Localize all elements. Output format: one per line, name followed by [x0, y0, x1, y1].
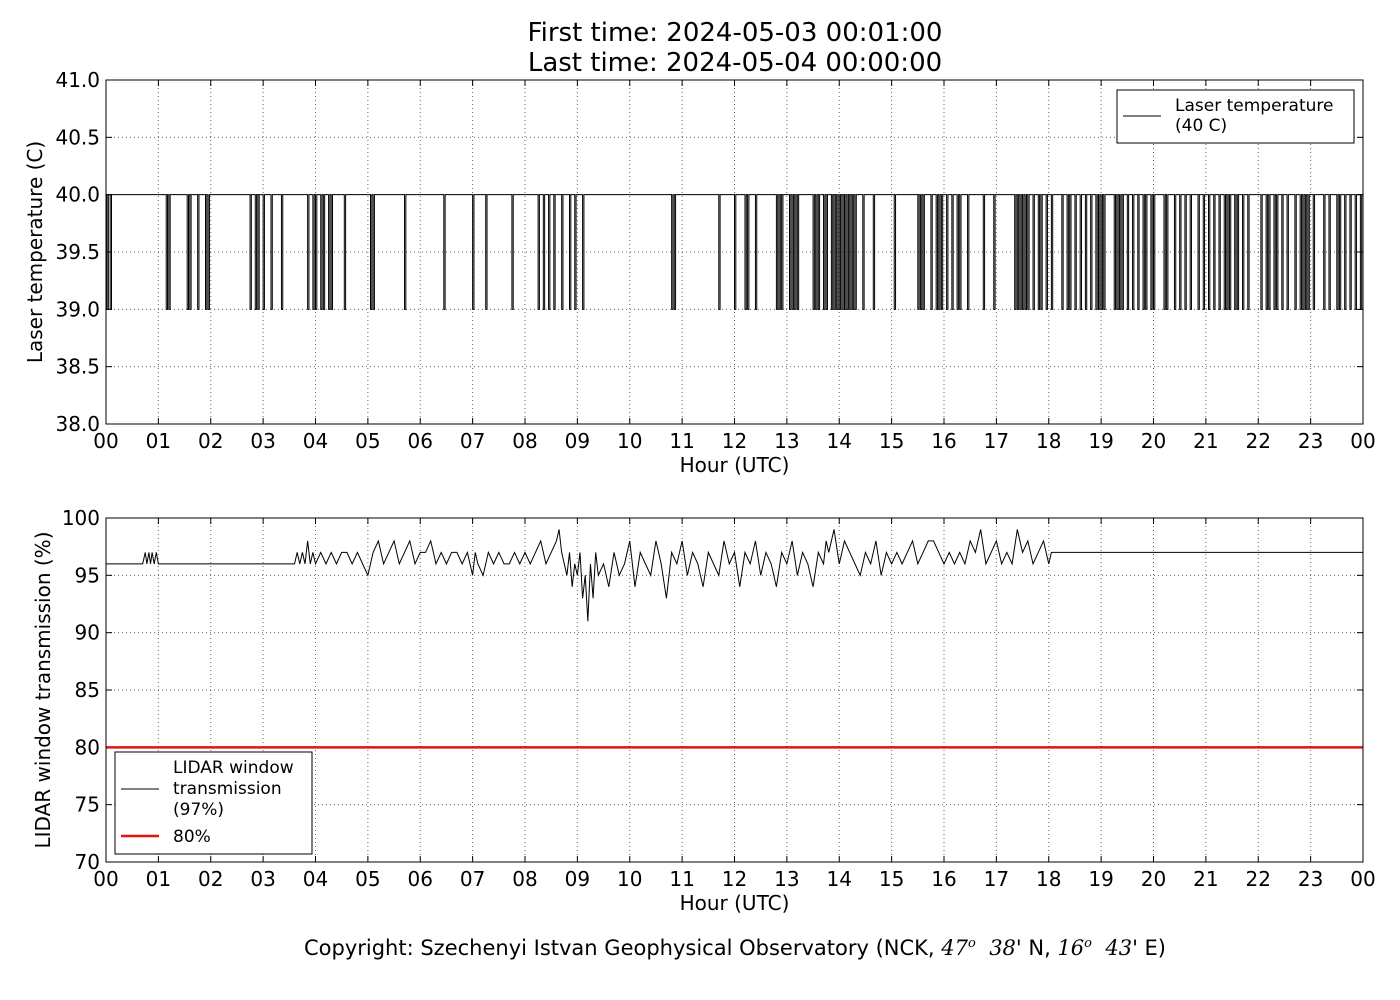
- plot-frame: [105, 79, 1364, 425]
- x-tick-label: 00: [93, 867, 118, 891]
- longitude-suffix: ' E): [1132, 936, 1167, 960]
- x-tick-label: 07: [460, 429, 485, 453]
- x-tick-label: 01: [146, 429, 171, 453]
- x-tick-label: 02: [198, 429, 223, 453]
- longitude-degree-sign: o: [1084, 936, 1092, 951]
- series-line-laser-temperature: [106, 194, 1363, 310]
- y-tick-label: 70: [75, 850, 100, 874]
- x-tick-label: 01: [146, 867, 171, 891]
- x-tick-label: 21: [1193, 429, 1218, 453]
- copyright-text: Copyright: Szechenyi Istvan Geophysical …: [0, 936, 1400, 960]
- x-tick-label: 11: [669, 429, 694, 453]
- x-tick-label: 19: [1088, 867, 1113, 891]
- latitude-minutes: 38: [989, 936, 1016, 960]
- x-tick-label: 00: [1350, 429, 1375, 453]
- x-tick-label: 12: [722, 429, 747, 453]
- chart-title-line-2: Last time: 2024-05-04 00:00:00: [527, 48, 943, 78]
- series-group: [106, 194, 1363, 310]
- x-tick-label: 11: [669, 867, 694, 891]
- x-tick-label: 06: [408, 867, 433, 891]
- y-tick-label: 85: [75, 678, 100, 702]
- x-tick-label: 19: [1088, 429, 1113, 453]
- chart-panel-1: 00 01 02 03 04 05 06 07 08 09 10 11 12 13 14 15 16 17 18 19…: [23, 68, 1376, 477]
- x-tick-label: 23: [1298, 429, 1323, 453]
- series-group: [106, 529, 1363, 749]
- y-tick-label: 90: [75, 621, 100, 645]
- x-tick-label: 03: [250, 429, 275, 453]
- x-tick-label: 08: [512, 429, 537, 453]
- x-tick-label: 03: [250, 867, 275, 891]
- y-tick-label: 100: [62, 506, 100, 530]
- x-tick-label: 21: [1193, 867, 1218, 891]
- x-tick-label: 22: [1246, 867, 1271, 891]
- legend: Laser temperature(40 C): [1116, 89, 1355, 144]
- latitude-suffix: ' N,: [1015, 936, 1058, 960]
- x-tick-label: 00: [93, 429, 118, 453]
- x-tick-label: 17: [984, 867, 1009, 891]
- legend-label-lidar-transmission: LIDAR window: [173, 758, 294, 778]
- y-tick-label: 41.0: [55, 68, 100, 92]
- x-tick-label: 10: [617, 867, 642, 891]
- x-tick-label: 14: [827, 867, 852, 891]
- y-tick-label: 40.5: [55, 125, 100, 149]
- y-tick-label: 39.0: [55, 297, 100, 321]
- latitude-degree-sign: o: [968, 936, 976, 951]
- series-line-lidar-transmission: [106, 529, 1363, 622]
- x-tick-label: 16: [931, 429, 956, 453]
- x-tick-label: 10: [617, 429, 642, 453]
- longitude-degrees: 16: [1057, 936, 1085, 960]
- x-tick-label: 22: [1246, 429, 1271, 453]
- chart-title-line-1: First time: 2024-05-03 00:01:00: [527, 18, 943, 48]
- x-tick-label: 14: [827, 429, 852, 453]
- x-tick-label: 05: [355, 867, 380, 891]
- x-tick-label: 05: [355, 429, 380, 453]
- x-tick-label: 16: [931, 867, 956, 891]
- copyright-prefix: Copyright: Szechenyi Istvan Geophysical …: [303, 936, 942, 960]
- legend-label-laser-temperature: (40 C): [1175, 116, 1227, 136]
- legend-label-lidar-transmission: (97%): [173, 800, 224, 820]
- x-axis-label: Hour (UTC): [680, 891, 790, 915]
- legend-label-laser-temperature: Laser temperature: [1175, 96, 1333, 116]
- x-tick-label: 17: [984, 429, 1009, 453]
- y-tick-label: 38.5: [55, 355, 100, 379]
- longitude-minutes: 43: [1105, 936, 1133, 960]
- y-tick-label: 80: [75, 735, 100, 759]
- x-tick-label: 09: [565, 867, 590, 891]
- y-tick-label: 40.0: [55, 183, 100, 207]
- legend-label-lidar-transmission: transmission: [173, 779, 282, 799]
- x-tick-label: 07: [460, 867, 485, 891]
- x-tick-label: 02: [198, 867, 223, 891]
- x-tick-label: 23: [1298, 867, 1323, 891]
- x-tick-label: 18: [1036, 429, 1061, 453]
- x-tick-label: 12: [722, 867, 747, 891]
- latitude-degrees: 47: [941, 936, 968, 960]
- x-tick-label: 00: [1350, 867, 1375, 891]
- y-tick-label: 95: [75, 563, 100, 587]
- x-tick-label: 18: [1036, 867, 1061, 891]
- y-axis-label: LIDAR window transmission (%): [31, 532, 55, 849]
- legend-label-80-percent: 80%: [173, 827, 211, 847]
- x-axis-label: Hour (UTC): [680, 453, 790, 477]
- x-tick-label: 15: [879, 429, 904, 453]
- y-tick-label: 38.0: [55, 412, 100, 436]
- y-tick-label: 75: [75, 793, 100, 817]
- x-tick-label: 15: [879, 867, 904, 891]
- x-tick-label: 04: [303, 867, 328, 891]
- x-tick-label: 13: [774, 429, 799, 453]
- x-tick-label: 09: [565, 429, 590, 453]
- x-tick-label: 04: [303, 429, 328, 453]
- x-tick-label: 08: [512, 867, 537, 891]
- chart-panel-2: 00 01 02 03 04 05 06 07 08 09 10 11 12 13 14 15 16 17 18 19…: [31, 506, 1376, 915]
- x-tick-label: 20: [1141, 867, 1166, 891]
- x-tick-label: 06: [408, 429, 433, 453]
- plot-frame: [105, 517, 1364, 863]
- x-tick-label: 13: [774, 867, 799, 891]
- y-axis-label: Laser temperature (C): [23, 141, 47, 363]
- y-tick-label: 39.5: [55, 240, 100, 264]
- x-tick-label: 20: [1141, 429, 1166, 453]
